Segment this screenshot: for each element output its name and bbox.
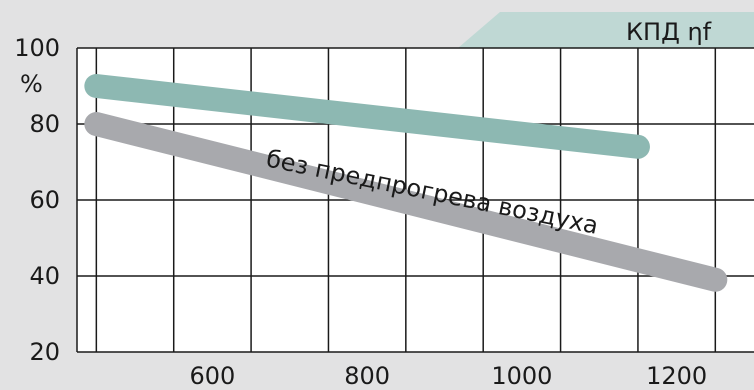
y-tick-label: 40 — [29, 262, 60, 290]
y-axis-unit-label: % — [20, 70, 43, 98]
x-tick-label: 800 — [344, 362, 390, 390]
y-tick-label: 60 — [29, 186, 60, 214]
series-2-line — [84, 112, 728, 292]
y-tick-label: 100 — [14, 34, 60, 62]
x-tick-label: 1200 — [646, 362, 707, 390]
y-tick-label: 80 — [29, 110, 60, 138]
x-tick-label: 600 — [189, 362, 235, 390]
title-tab — [458, 12, 754, 48]
x-tick-label: 1000 — [491, 362, 552, 390]
y-tick-label: 20 — [29, 338, 60, 366]
series-1-line — [84, 74, 650, 159]
chart-title: КПД ηf — [626, 18, 712, 46]
series-layer — [84, 74, 728, 292]
tick-labels: 600 800 1000 1200 20 40 60 80 100 — [14, 34, 707, 390]
